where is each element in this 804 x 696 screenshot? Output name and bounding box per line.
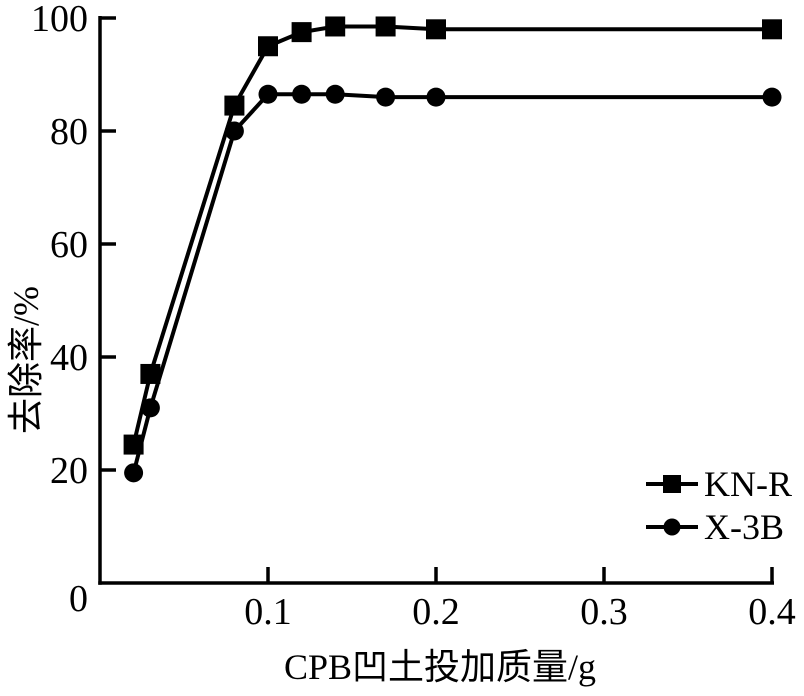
data-point-square (762, 19, 782, 40)
legend: KN-RX-3B (646, 464, 792, 547)
legend-label: X-3B (704, 507, 784, 547)
data-point-square (140, 363, 161, 384)
data-point-circle (325, 84, 345, 104)
series-line-x-3b (131, 92, 772, 474)
data-point-square (258, 36, 278, 57)
x-axis-title: CPB凹土投加质量/g (284, 647, 596, 687)
data-series (123, 16, 782, 483)
legend-marker-circle (663, 518, 681, 536)
y-axis-title: 去除率/% (6, 286, 46, 434)
y-tick-label: 40 (50, 337, 88, 379)
data-point-square (224, 95, 245, 116)
legend-label: KN-R (704, 464, 792, 504)
data-point-square (291, 22, 312, 43)
data-point-circle (762, 87, 782, 107)
series-line-kn-r (131, 24, 772, 446)
data-point-square (426, 19, 446, 40)
x-tick-label: 0.4 (748, 591, 796, 633)
data-point-square (375, 16, 396, 37)
y-tick-label: 100 (31, 0, 88, 40)
data-point-square (325, 16, 346, 37)
data-point-circle (376, 87, 396, 107)
data-point-circle (292, 84, 312, 104)
y-tick-label: 60 (50, 224, 88, 266)
data-point-circle (426, 87, 446, 107)
x-tick-label: 0.2 (412, 591, 460, 633)
y-tick-label: 0 (69, 578, 88, 620)
data-point-circle (140, 398, 160, 418)
y-tick-label: 20 (50, 450, 88, 492)
x-tick-label: 0.3 (580, 591, 628, 633)
ticks: 0 20 40 60 80 100 0.1 0.2 0.3 0.4 (31, 0, 796, 633)
data-point-circle (258, 84, 278, 104)
x-tick-label: 0.1 (244, 591, 292, 633)
y-tick-label: 80 (50, 111, 88, 153)
data-point-circle (224, 121, 244, 141)
legend-marker-square (663, 475, 681, 493)
data-point-circle (124, 463, 144, 483)
